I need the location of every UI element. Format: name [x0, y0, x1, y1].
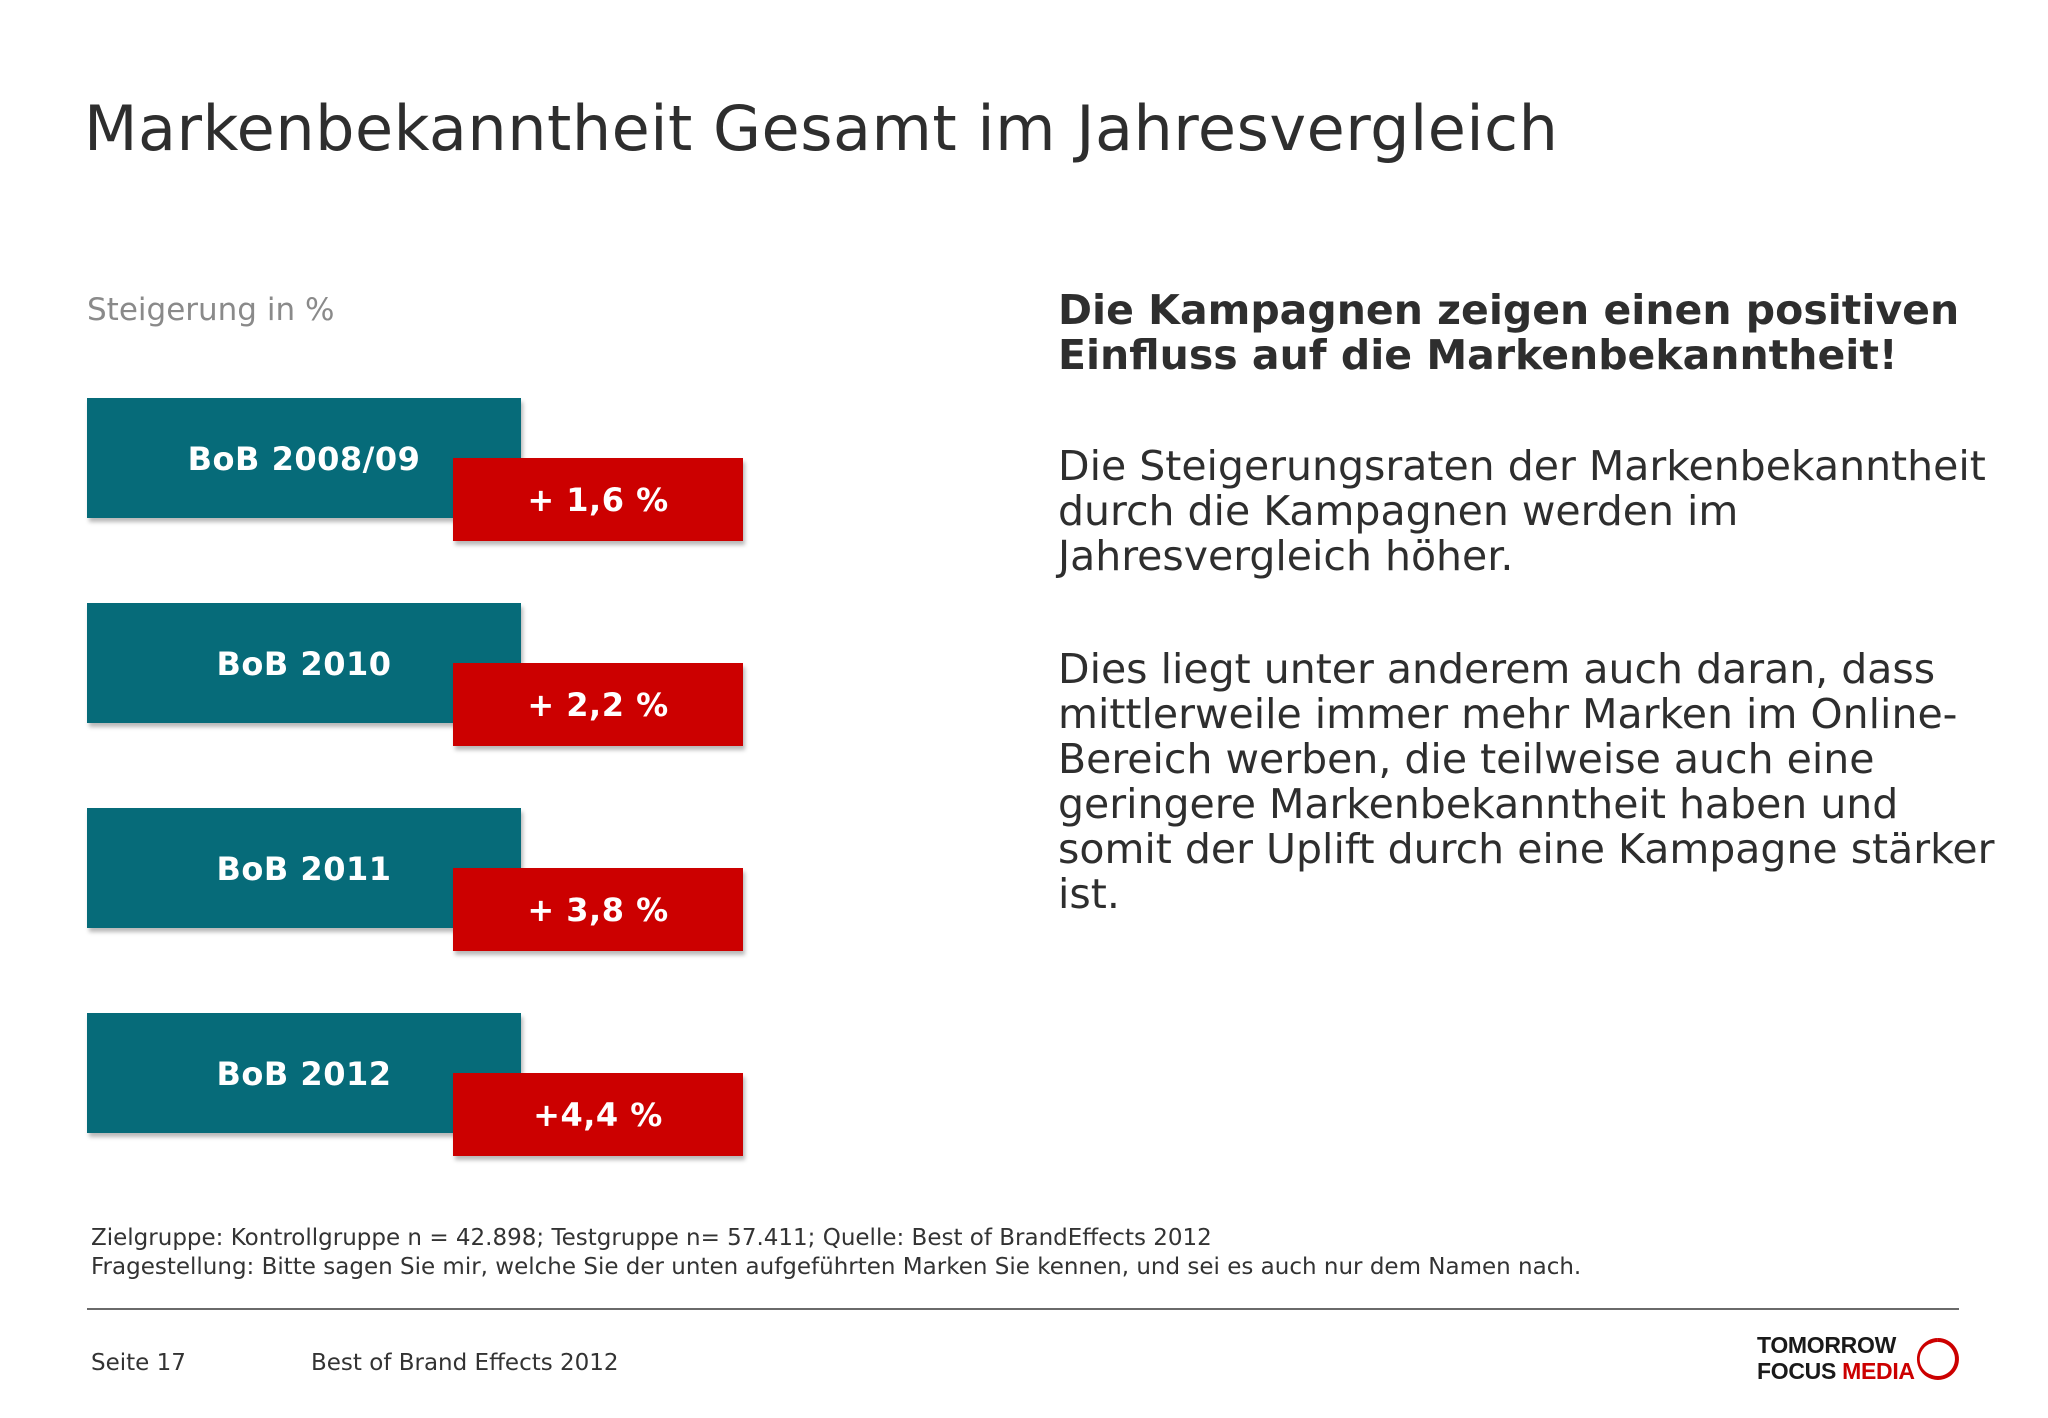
year-label: BoB 2010	[216, 645, 392, 683]
year-label: BoB 2012	[216, 1055, 392, 1093]
footer-divider	[87, 1308, 1959, 1310]
footnote-line-1: Zielgruppe: Kontrollgruppe n = 42.898; T…	[91, 1225, 1212, 1251]
page-title: Markenbekanntheit Gesamt im Jahresvergle…	[84, 92, 1559, 165]
chart-row-2012: BoB 2012 +4,4 %	[87, 1013, 747, 1183]
page-number: Seite 17	[91, 1350, 186, 1376]
chart-row-2011: BoB 2011 + 3,8 %	[87, 808, 747, 978]
logo-text-media: MEDIA	[1842, 1358, 1915, 1384]
footnote: Zielgruppe: Kontrollgruppe n = 42.898; T…	[91, 1224, 1581, 1282]
year-label: BoB 2011	[216, 850, 392, 888]
logo-text-line-1: TOMORROW	[1757, 1332, 1896, 1358]
commentary-paragraph-2: Dies liegt unter anderem auch daran, das…	[1058, 645, 1995, 918]
commentary-headline: Die Kampagnen zeigen einen positiven Ein…	[1058, 286, 1960, 379]
value-box: +4,4 %	[453, 1073, 743, 1156]
value-box: + 1,6 %	[453, 458, 743, 541]
value-box: + 2,2 %	[453, 663, 743, 746]
commentary-paragraph-1: Die Steigerungsraten der Markenbekannthe…	[1058, 442, 1986, 580]
footnote-line-2: Fragestellung: Bitte sagen Sie mir, welc…	[91, 1254, 1582, 1280]
company-logo: TOMORROW FOCUS MEDIA	[1757, 1332, 1962, 1384]
document-title: Best of Brand Effects 2012	[311, 1350, 619, 1376]
year-box: BoB 2011	[87, 808, 521, 928]
year-box: BoB 2012	[87, 1013, 521, 1133]
logo-text-line-2: FOCUS MEDIA	[1757, 1358, 1915, 1385]
chart-row-2010: BoB 2010 + 2,2 %	[87, 603, 747, 773]
year-box: BoB 2010	[87, 603, 521, 723]
year-label: BoB 2008/09	[187, 440, 421, 478]
year-box: BoB 2008/09	[87, 398, 521, 518]
tomorrow-focus-ring-icon	[1916, 1338, 1959, 1380]
chart-subtitle: Steigerung in %	[87, 292, 335, 328]
commentary: Die Kampagnen zeigen einen positiven Ein…	[1058, 288, 1998, 917]
chart-row-2008-09: BoB 2008/09 + 1,6 %	[87, 398, 747, 568]
value-box: + 3,8 %	[453, 868, 743, 951]
logo-text-focus: FOCUS	[1757, 1358, 1837, 1384]
